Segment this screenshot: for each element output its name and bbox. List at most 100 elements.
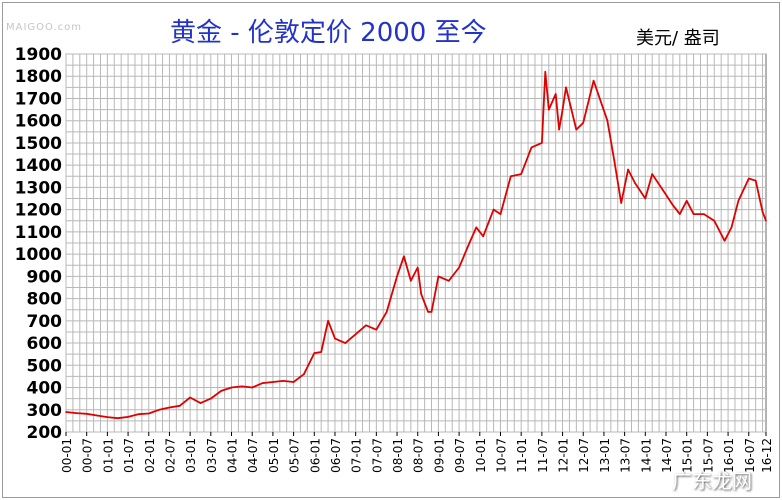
data-point bbox=[75, 412, 78, 414]
data-point bbox=[627, 168, 629, 171]
watermark-text: MAIGOO.com bbox=[6, 22, 83, 33]
data-point bbox=[530, 146, 533, 149]
y-tick-label: 1300 bbox=[15, 178, 62, 198]
data-point bbox=[582, 122, 584, 124]
x-tick-label: 02-01 bbox=[143, 438, 157, 473]
data-point bbox=[565, 86, 567, 89]
data-point bbox=[320, 351, 323, 353]
data-point bbox=[179, 405, 181, 407]
data-point bbox=[416, 266, 419, 269]
data-point bbox=[606, 119, 609, 122]
data-point bbox=[344, 342, 347, 344]
x-axis: 00-01 00-07 01-01 01-07 02-01 02-07 03-01 03-07… bbox=[60, 432, 774, 473]
x-tick-label: 00-07 bbox=[81, 438, 95, 473]
data-point bbox=[558, 128, 560, 131]
y-tick-label: 900 bbox=[27, 267, 63, 287]
x-tick-label: 15-07 bbox=[701, 438, 715, 473]
data-point bbox=[158, 409, 160, 411]
grid bbox=[65, 53, 767, 433]
x-tick-label: 12-01 bbox=[557, 438, 571, 473]
x-tick-label: 00-01 bbox=[60, 438, 74, 473]
series bbox=[65, 70, 767, 420]
y-tick-label: 1400 bbox=[15, 156, 62, 176]
y-tick-label: 1700 bbox=[15, 89, 62, 109]
data-point bbox=[661, 188, 664, 191]
data-point bbox=[65, 411, 67, 413]
data-point bbox=[116, 417, 119, 420]
data-point bbox=[575, 128, 578, 131]
data-point bbox=[251, 386, 253, 389]
data-point bbox=[685, 200, 688, 202]
data-point bbox=[761, 211, 764, 213]
data-point bbox=[354, 333, 357, 336]
x-tick-label: 09-01 bbox=[432, 438, 446, 473]
unit-label: 美元/ 盎司 bbox=[636, 28, 720, 49]
y-tick-label: 500 bbox=[27, 356, 63, 376]
site-badge: 广东龙网 bbox=[672, 469, 752, 493]
data-point bbox=[427, 311, 429, 313]
x-tick-label: 11-01 bbox=[515, 438, 529, 473]
y-tick-label: 600 bbox=[27, 334, 63, 354]
data-point bbox=[327, 320, 329, 322]
data-point bbox=[220, 390, 222, 392]
x-tick-label: 14-01 bbox=[639, 438, 653, 473]
data-point bbox=[430, 311, 433, 313]
x-tick-label: 14-07 bbox=[660, 438, 674, 473]
y-tick-label: 1600 bbox=[15, 112, 62, 132]
data-point bbox=[520, 173, 522, 175]
x-tick-label: 04-07 bbox=[246, 438, 260, 473]
data-point bbox=[420, 293, 423, 295]
y-tick-label: 800 bbox=[27, 290, 63, 310]
data-point bbox=[730, 226, 733, 229]
data-point bbox=[723, 240, 726, 242]
data-point bbox=[106, 416, 109, 418]
data-point bbox=[448, 280, 450, 282]
data-point bbox=[303, 373, 305, 376]
data-point bbox=[261, 382, 264, 384]
x-tick-label: 07-01 bbox=[350, 438, 364, 473]
data-point bbox=[692, 213, 695, 215]
x-tick-label: 16-12 bbox=[760, 438, 774, 473]
data-point bbox=[241, 385, 243, 388]
data-point bbox=[313, 352, 316, 354]
data-point bbox=[482, 235, 485, 238]
data-point bbox=[599, 99, 602, 102]
data-point bbox=[544, 71, 547, 73]
x-tick-label: 12-07 bbox=[577, 438, 591, 473]
data-point bbox=[737, 200, 740, 202]
data-point bbox=[96, 414, 98, 417]
y-tick-label: 1800 bbox=[15, 67, 62, 87]
data-point bbox=[282, 380, 285, 382]
data-point bbox=[230, 386, 233, 389]
y-tick-label: 1500 bbox=[15, 134, 62, 154]
x-tick-label: 16-07 bbox=[743, 438, 757, 473]
x-tick-label: 02-07 bbox=[163, 438, 177, 473]
data-point bbox=[475, 226, 478, 229]
y-tick-label: 700 bbox=[27, 312, 63, 332]
x-tick-label: 05-07 bbox=[288, 438, 302, 473]
data-point bbox=[548, 108, 550, 111]
x-tick-label: 16-01 bbox=[722, 438, 736, 473]
data-point bbox=[458, 266, 460, 269]
x-tick-label: 10-07 bbox=[494, 438, 508, 473]
x-tick-label: 15-01 bbox=[681, 438, 695, 473]
y-tick-label: 300 bbox=[27, 401, 63, 421]
x-tick-label: 08-01 bbox=[391, 438, 405, 473]
data-point bbox=[561, 108, 564, 111]
x-tick-label: 01-07 bbox=[122, 438, 136, 473]
data-point bbox=[334, 337, 336, 340]
x-tick-label: 08-07 bbox=[412, 438, 426, 473]
data-point bbox=[713, 220, 716, 222]
y-tick-label: 1900 bbox=[15, 45, 62, 65]
data-point bbox=[499, 213, 502, 215]
data-point bbox=[613, 159, 616, 162]
chart-title: 黄金 - 伦敦定价 2000 至今 bbox=[170, 18, 487, 48]
x-tick-label: 06-07 bbox=[329, 438, 343, 473]
data-point bbox=[620, 202, 622, 204]
x-tick-label: 10-01 bbox=[474, 438, 488, 473]
data-point bbox=[554, 93, 557, 95]
data-point bbox=[148, 412, 150, 415]
x-tick-label: 07-07 bbox=[370, 438, 384, 473]
y-tick-label: 200 bbox=[27, 423, 63, 443]
